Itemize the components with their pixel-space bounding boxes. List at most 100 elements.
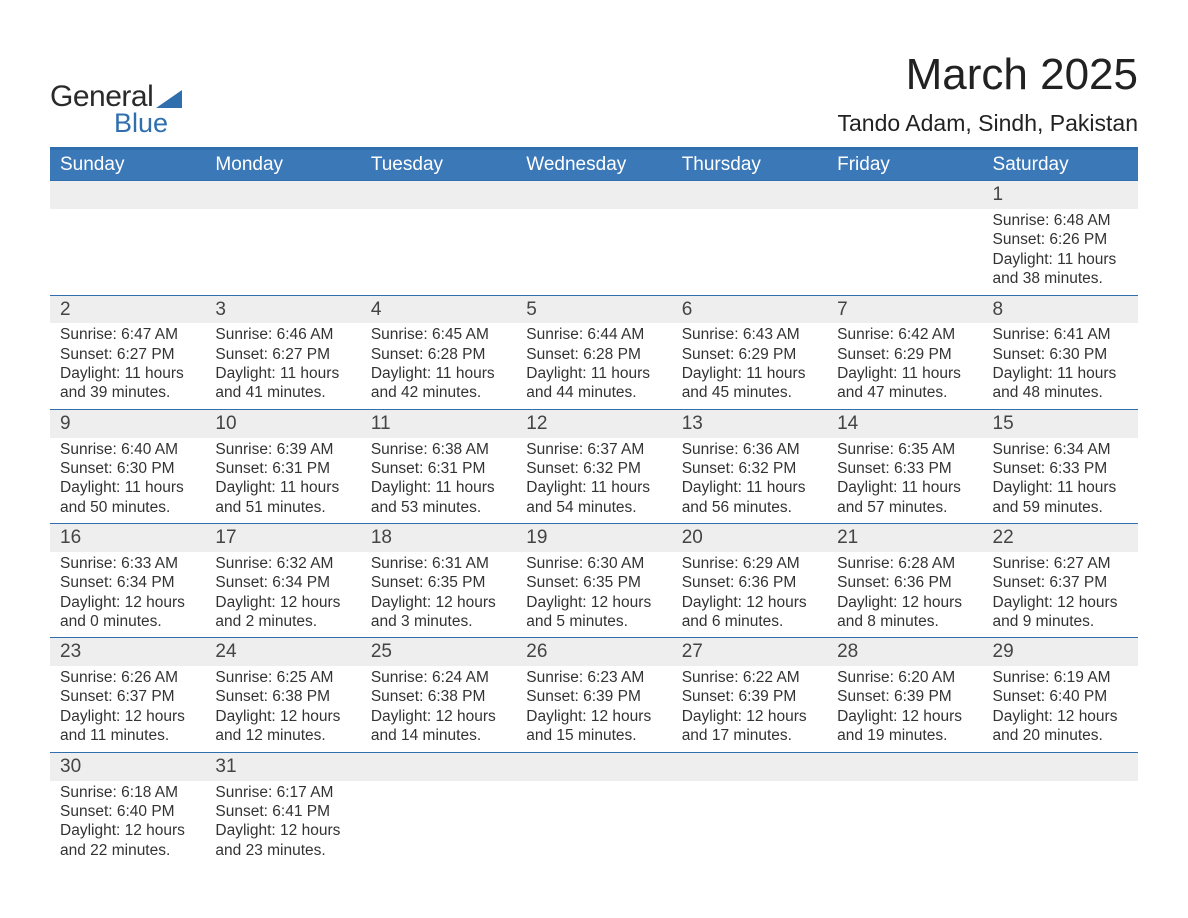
day-number: 12 bbox=[516, 410, 671, 438]
day-number-cell: 2 bbox=[50, 295, 205, 323]
daylight-line2: and 53 minutes. bbox=[371, 498, 506, 517]
col-sunday: Sunday bbox=[50, 149, 205, 181]
sunrise-text: Sunrise: 6:39 AM bbox=[215, 440, 350, 459]
daylight-line1: Daylight: 12 hours bbox=[215, 821, 350, 840]
day-body-cell: Sunrise: 6:40 AMSunset: 6:30 PMDaylight:… bbox=[50, 438, 205, 524]
daylight-line2: and 6 minutes. bbox=[682, 612, 817, 631]
day-body-cell: Sunrise: 6:39 AMSunset: 6:31 PMDaylight:… bbox=[205, 438, 360, 524]
day-number-cell: 8 bbox=[983, 295, 1138, 323]
sunset-text: Sunset: 6:36 PM bbox=[682, 573, 817, 592]
day-body-cell: Sunrise: 6:19 AMSunset: 6:40 PMDaylight:… bbox=[983, 666, 1138, 752]
day-body-row: Sunrise: 6:40 AMSunset: 6:30 PMDaylight:… bbox=[50, 438, 1138, 524]
weekday-header-row: Sunday Monday Tuesday Wednesday Thursday… bbox=[50, 149, 1138, 181]
sunrise-text: Sunrise: 6:36 AM bbox=[682, 440, 817, 459]
day-number-cell: 15 bbox=[983, 409, 1138, 437]
day-number: 13 bbox=[672, 410, 827, 438]
day-number-cell: 25 bbox=[361, 638, 516, 666]
sunrise-text: Sunrise: 6:30 AM bbox=[526, 554, 661, 573]
sunset-text: Sunset: 6:37 PM bbox=[993, 573, 1128, 592]
day-body-cell: Sunrise: 6:35 AMSunset: 6:33 PMDaylight:… bbox=[827, 438, 982, 524]
daylight-line2: and 23 minutes. bbox=[215, 841, 350, 860]
daylight-line2: and 17 minutes. bbox=[682, 726, 817, 745]
day-number-cell: 20 bbox=[672, 524, 827, 552]
day-number-cell: 28 bbox=[827, 638, 982, 666]
day-number-cell bbox=[516, 181, 671, 210]
daylight-line2: and 9 minutes. bbox=[993, 612, 1128, 631]
daylight-line1: Daylight: 11 hours bbox=[682, 364, 817, 383]
day-body-cell: Sunrise: 6:29 AMSunset: 6:36 PMDaylight:… bbox=[672, 552, 827, 638]
day-body-cell bbox=[361, 781, 516, 867]
sunrise-text: Sunrise: 6:41 AM bbox=[993, 325, 1128, 344]
sunset-text: Sunset: 6:33 PM bbox=[837, 459, 972, 478]
day-number-cell: 21 bbox=[827, 524, 982, 552]
daylight-line1: Daylight: 11 hours bbox=[371, 478, 506, 497]
sunset-text: Sunset: 6:38 PM bbox=[371, 687, 506, 706]
daylight-line2: and 8 minutes. bbox=[837, 612, 972, 631]
day-number: 21 bbox=[827, 524, 982, 552]
daylight-line1: Daylight: 11 hours bbox=[60, 364, 195, 383]
day-number-cell bbox=[361, 752, 516, 781]
sunrise-text: Sunrise: 6:26 AM bbox=[60, 668, 195, 687]
day-body-cell: Sunrise: 6:34 AMSunset: 6:33 PMDaylight:… bbox=[983, 438, 1138, 524]
day-body-cell: Sunrise: 6:26 AMSunset: 6:37 PMDaylight:… bbox=[50, 666, 205, 752]
day-number: 7 bbox=[827, 296, 982, 324]
sunset-text: Sunset: 6:29 PM bbox=[837, 345, 972, 364]
day-body-row: Sunrise: 6:33 AMSunset: 6:34 PMDaylight:… bbox=[50, 552, 1138, 638]
sunset-text: Sunset: 6:27 PM bbox=[60, 345, 195, 364]
sunset-text: Sunset: 6:30 PM bbox=[993, 345, 1128, 364]
daylight-line2: and 56 minutes. bbox=[682, 498, 817, 517]
day-number: 15 bbox=[983, 410, 1138, 438]
day-number-cell: 11 bbox=[361, 409, 516, 437]
day-number-cell: 14 bbox=[827, 409, 982, 437]
day-number-cell bbox=[205, 181, 360, 210]
daylight-line2: and 20 minutes. bbox=[993, 726, 1128, 745]
day-body-row: Sunrise: 6:26 AMSunset: 6:37 PMDaylight:… bbox=[50, 666, 1138, 752]
sunrise-text: Sunrise: 6:32 AM bbox=[215, 554, 350, 573]
day-number-cell: 5 bbox=[516, 295, 671, 323]
sunrise-text: Sunrise: 6:35 AM bbox=[837, 440, 972, 459]
day-number-cell bbox=[516, 752, 671, 781]
day-body-cell: Sunrise: 6:33 AMSunset: 6:34 PMDaylight:… bbox=[50, 552, 205, 638]
title-block: March 2025 Tando Adam, Sindh, Pakistan bbox=[838, 50, 1138, 137]
sunset-text: Sunset: 6:33 PM bbox=[993, 459, 1128, 478]
sunrise-text: Sunrise: 6:42 AM bbox=[837, 325, 972, 344]
sunset-text: Sunset: 6:31 PM bbox=[215, 459, 350, 478]
day-body-cell: Sunrise: 6:47 AMSunset: 6:27 PMDaylight:… bbox=[50, 323, 205, 409]
sunset-text: Sunset: 6:39 PM bbox=[837, 687, 972, 706]
day-body-cell: Sunrise: 6:31 AMSunset: 6:35 PMDaylight:… bbox=[361, 552, 516, 638]
sunset-text: Sunset: 6:36 PM bbox=[837, 573, 972, 592]
day-body-cell: Sunrise: 6:24 AMSunset: 6:38 PMDaylight:… bbox=[361, 666, 516, 752]
day-number-row: 2345678 bbox=[50, 295, 1138, 323]
daylight-line1: Daylight: 11 hours bbox=[526, 364, 661, 383]
daylight-line2: and 57 minutes. bbox=[837, 498, 972, 517]
day-number: 11 bbox=[361, 410, 516, 438]
header: General Blue March 2025 Tando Adam, Sind… bbox=[50, 50, 1138, 139]
day-body-cell: Sunrise: 6:25 AMSunset: 6:38 PMDaylight:… bbox=[205, 666, 360, 752]
day-number: 9 bbox=[50, 410, 205, 438]
daylight-line1: Daylight: 12 hours bbox=[60, 707, 195, 726]
month-title: March 2025 bbox=[838, 50, 1138, 100]
day-body-cell: Sunrise: 6:46 AMSunset: 6:27 PMDaylight:… bbox=[205, 323, 360, 409]
daylight-line1: Daylight: 12 hours bbox=[526, 593, 661, 612]
day-body-row: Sunrise: 6:18 AMSunset: 6:40 PMDaylight:… bbox=[50, 781, 1138, 867]
col-saturday: Saturday bbox=[983, 149, 1138, 181]
daylight-line2: and 42 minutes. bbox=[371, 383, 506, 402]
day-number: 25 bbox=[361, 638, 516, 666]
calendar-table: Sunday Monday Tuesday Wednesday Thursday… bbox=[50, 147, 1138, 866]
sunrise-text: Sunrise: 6:46 AM bbox=[215, 325, 350, 344]
day-number-cell: 16 bbox=[50, 524, 205, 552]
day-number-cell: 10 bbox=[205, 409, 360, 437]
sunrise-text: Sunrise: 6:45 AM bbox=[371, 325, 506, 344]
day-body-cell: Sunrise: 6:38 AMSunset: 6:31 PMDaylight:… bbox=[361, 438, 516, 524]
daylight-line2: and 50 minutes. bbox=[60, 498, 195, 517]
logo-triangle-icon bbox=[156, 90, 182, 108]
daylight-line2: and 19 minutes. bbox=[837, 726, 972, 745]
sunset-text: Sunset: 6:27 PM bbox=[215, 345, 350, 364]
sunrise-text: Sunrise: 6:34 AM bbox=[993, 440, 1128, 459]
sunset-text: Sunset: 6:40 PM bbox=[60, 802, 195, 821]
logo-word-blue: Blue bbox=[114, 108, 168, 139]
daylight-line1: Daylight: 11 hours bbox=[682, 478, 817, 497]
sunset-text: Sunset: 6:40 PM bbox=[993, 687, 1128, 706]
day-body-cell: Sunrise: 6:20 AMSunset: 6:39 PMDaylight:… bbox=[827, 666, 982, 752]
day-number-cell: 12 bbox=[516, 409, 671, 437]
